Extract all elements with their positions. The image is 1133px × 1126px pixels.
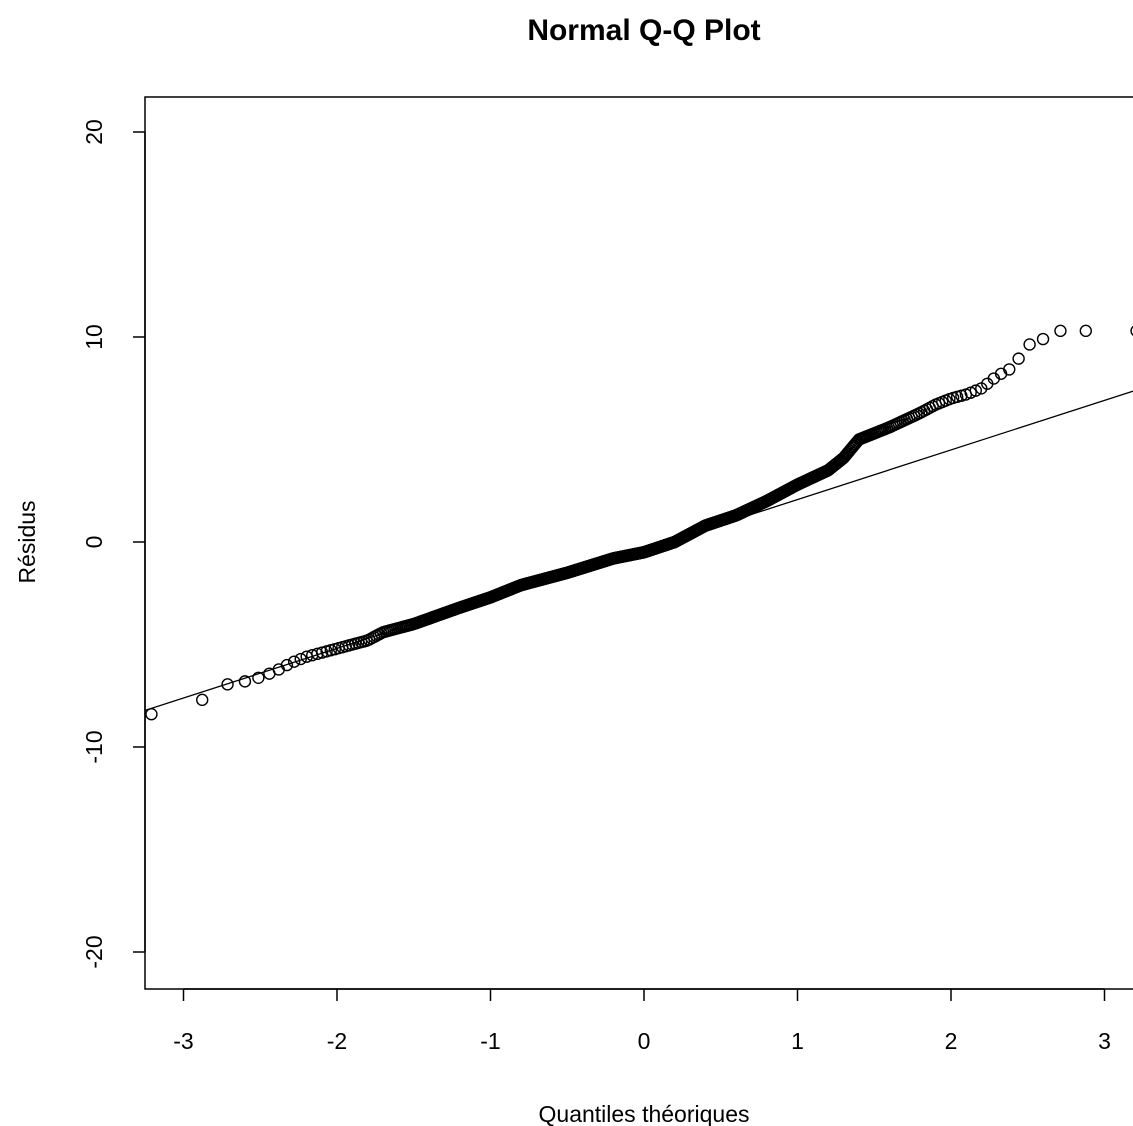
qq-point xyxy=(221,678,234,691)
chart-title: Normal Q-Q Plot xyxy=(527,14,760,47)
y-tick-label: 10 xyxy=(81,324,107,350)
x-tick-label: -1 xyxy=(480,1028,500,1054)
x-tick-label: 2 xyxy=(945,1028,958,1054)
qq-point xyxy=(294,652,307,666)
qq-point xyxy=(252,671,265,684)
qq-point xyxy=(1036,332,1050,346)
qq-point xyxy=(238,675,252,688)
qq-point xyxy=(1012,352,1025,365)
qq-point xyxy=(969,384,982,397)
qq-point xyxy=(311,647,324,661)
y-tick-label: 20 xyxy=(81,119,107,145)
x-tick-label: -3 xyxy=(173,1028,193,1054)
y-tick-label: -20 xyxy=(81,935,107,968)
y-tick-label: 0 xyxy=(81,536,107,549)
x-tick-label: 3 xyxy=(1098,1028,1111,1054)
qq-point xyxy=(1079,324,1093,338)
qq-point xyxy=(287,655,301,668)
data-points xyxy=(145,324,1133,721)
x-axis: -3 -2 -1 0 1 2 3 xyxy=(173,988,1111,1054)
x-axis-label: Quantiles théoriques xyxy=(539,1101,750,1126)
x-tick-label: 1 xyxy=(791,1028,804,1054)
qq-point xyxy=(1130,325,1133,336)
y-axis: -20 -10 0 10 20 xyxy=(81,119,146,969)
qq-point xyxy=(1003,363,1016,376)
y-axis-label: Résidus xyxy=(14,500,40,583)
qq-point xyxy=(1054,324,1067,338)
qq-point xyxy=(315,646,329,659)
x-tick-label: 0 xyxy=(638,1028,651,1054)
qq-point xyxy=(1023,338,1036,351)
qq-point xyxy=(145,708,158,721)
y-tick-label: -10 xyxy=(81,730,107,763)
qq-point xyxy=(195,693,209,707)
qq-point xyxy=(280,658,294,672)
x-tick-label: -2 xyxy=(327,1028,347,1054)
plot-frame xyxy=(144,96,1133,990)
